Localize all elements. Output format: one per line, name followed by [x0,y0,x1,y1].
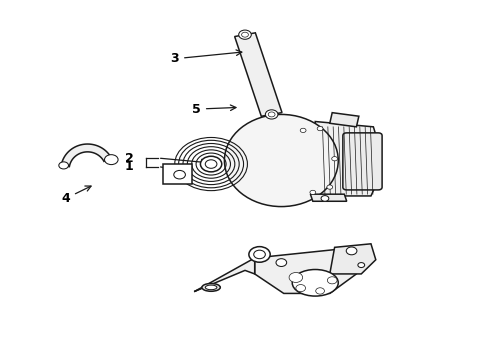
Polygon shape [310,194,347,201]
Circle shape [327,277,337,284]
Circle shape [242,32,248,37]
Polygon shape [330,113,359,127]
Circle shape [200,156,222,172]
Circle shape [316,288,324,294]
Ellipse shape [205,285,217,290]
Circle shape [300,128,306,132]
Polygon shape [330,244,376,274]
Bar [163,164,192,184]
Circle shape [249,247,270,262]
Polygon shape [235,33,282,116]
Text: 5: 5 [192,103,236,116]
Text: 4: 4 [61,186,91,205]
Circle shape [268,112,275,117]
Polygon shape [61,144,111,167]
Ellipse shape [202,283,220,291]
Polygon shape [255,247,361,293]
Polygon shape [315,122,378,196]
Text: 2: 2 [125,152,134,165]
Circle shape [266,110,278,119]
Circle shape [346,247,357,255]
Circle shape [174,170,185,179]
Circle shape [289,273,303,283]
Ellipse shape [224,114,338,207]
Text: 3: 3 [171,50,242,65]
Circle shape [296,284,306,292]
Circle shape [104,155,118,165]
Ellipse shape [292,270,338,296]
Circle shape [239,30,251,39]
Circle shape [276,259,287,266]
Text: 1: 1 [125,160,134,173]
Circle shape [358,262,365,267]
Circle shape [321,195,329,201]
Circle shape [205,160,217,168]
Circle shape [59,162,69,169]
Circle shape [254,250,266,259]
Circle shape [310,190,316,194]
Polygon shape [194,258,255,292]
Circle shape [317,126,323,131]
FancyBboxPatch shape [343,133,382,190]
Circle shape [327,185,333,189]
Circle shape [332,157,338,161]
